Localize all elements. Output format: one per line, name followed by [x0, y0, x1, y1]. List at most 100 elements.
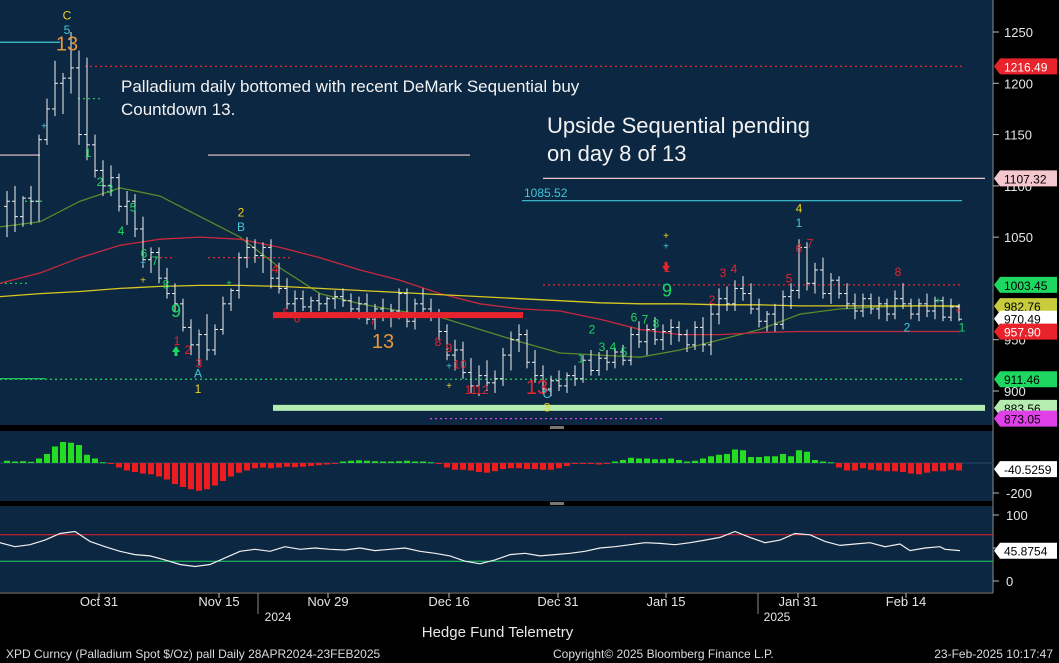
td-count-label: 6: [796, 242, 803, 256]
histogram-bar: [116, 463, 122, 468]
ohlc-bar: [844, 283, 850, 309]
td-count-label: 13: [372, 331, 394, 353]
ohlc-bar: [236, 252, 242, 299]
ohlc-bar: [788, 283, 794, 309]
histogram-bar: [748, 457, 754, 463]
ohlc-bar: [44, 98, 50, 145]
histogram-bar: [852, 463, 858, 471]
histogram-bar: [92, 458, 98, 463]
histogram-bar: [412, 461, 418, 463]
histogram-value-label: -40.5259: [1004, 463, 1052, 477]
ohlc-bar: [660, 324, 666, 350]
ohlc-bar: [364, 293, 370, 325]
histogram-bar: [244, 463, 250, 471]
ohlc-bar: [524, 329, 530, 369]
histogram-bar: [700, 458, 706, 463]
histogram-bar: [52, 446, 58, 463]
timestamp-caption: 23-Feb-2025 10:17:47: [934, 647, 1053, 661]
svg-text:982.76: 982.76: [1004, 300, 1041, 314]
ma-green-line: [0, 187, 961, 358]
level-label-1085: 1085.52: [524, 186, 568, 200]
histogram-bar: [68, 442, 74, 463]
ohlc-bar: [460, 341, 466, 379]
td-count-label: 7: [370, 313, 377, 327]
price-value-tag: 911.46: [994, 371, 1057, 388]
histogram-bar: [84, 454, 90, 463]
histogram-bar: [300, 463, 306, 467]
ohlc-bar: [308, 296, 314, 315]
ohlc-bar: [84, 57, 90, 161]
histogram-bar: [580, 463, 586, 464]
year-label: 2025: [764, 610, 791, 624]
histogram-bar: [956, 463, 962, 471]
ohlc-bar: [852, 293, 858, 320]
histogram-bar: [780, 454, 786, 463]
histogram-bar: [500, 463, 506, 469]
histogram-bar: [292, 463, 298, 468]
td-plus-marker: +: [446, 381, 452, 392]
price-value-tag: 1003.45: [994, 276, 1057, 293]
ohlc-bar: [628, 327, 634, 366]
copyright-caption: Copyright© 2025 Bloomberg Finance L.P.: [553, 647, 774, 661]
price-tick-label: 1200: [1004, 76, 1033, 91]
histogram-bar: [636, 458, 642, 463]
ohlc-bar: [348, 293, 354, 315]
histogram-bar: [316, 463, 322, 466]
ohlc-bar: [164, 267, 170, 299]
histogram-value-tag: [994, 461, 1057, 478]
histogram-bar: [556, 463, 562, 469]
td-count-label: C: [63, 9, 72, 23]
histogram-bar: [4, 460, 10, 463]
histogram-bar: [100, 462, 106, 464]
td-count-label: 2: [589, 323, 596, 337]
td-count-label: 2: [238, 206, 245, 220]
ohlc-bar: [892, 290, 898, 320]
histogram-bar: [908, 463, 914, 474]
td-plus-marker: +: [41, 121, 47, 132]
ohlc-bar: [748, 283, 754, 315]
histogram-bar: [860, 463, 866, 469]
histogram-bar: [276, 463, 282, 468]
histogram-bar: [124, 463, 130, 471]
ohlc-bar: [540, 365, 546, 394]
histogram-bar: [148, 463, 154, 475]
td-count-label: 8: [163, 277, 170, 291]
ohlc-bar: [620, 344, 626, 366]
histogram-bar: [740, 450, 746, 463]
panel-splitter-2[interactable]: [550, 502, 564, 505]
ohlc-bar: [572, 365, 578, 386]
date-tick-label: Nov 15: [198, 594, 239, 609]
td-count-label: 13: [526, 377, 548, 399]
td-plus-marker: +: [140, 258, 146, 269]
histogram-bar: [940, 463, 946, 472]
ohlc-bar: [828, 273, 834, 304]
histogram-bar: [212, 463, 218, 486]
ohlc-bar: [812, 262, 818, 294]
histogram-bar: [836, 463, 842, 468]
ohlc-bar: [180, 298, 186, 332]
price-panel-bg: [0, 0, 993, 425]
ohlc-bar: [692, 321, 698, 350]
ohlc-bar: [20, 196, 26, 227]
td-count-label: 4: [731, 262, 738, 276]
svg-text:873.05: 873.05: [1004, 413, 1041, 427]
histogram-bar: [612, 461, 618, 463]
histogram-bar: [444, 463, 450, 468]
ohlc-bar: [604, 349, 610, 371]
panel-splitter-1[interactable]: [550, 426, 564, 429]
histogram-bar: [652, 459, 658, 463]
ohlc-bar: [116, 173, 122, 212]
histogram-bar: [20, 461, 26, 463]
td-plus-marker: +: [663, 241, 669, 252]
buy-arrow-icon: [172, 346, 180, 357]
ohlc-bar: [532, 349, 538, 383]
histogram-bar: [420, 461, 426, 463]
histogram-bar: [756, 457, 762, 463]
td-count-label: 8: [435, 335, 442, 349]
histogram-bar: [404, 460, 410, 463]
ohlc-bar: [836, 276, 842, 299]
td-plus-marker: +: [935, 296, 941, 307]
ma-yellow-line: [0, 284, 960, 307]
ohlc-bar: [268, 239, 274, 289]
price-tick-label: 1150: [1004, 128, 1032, 143]
